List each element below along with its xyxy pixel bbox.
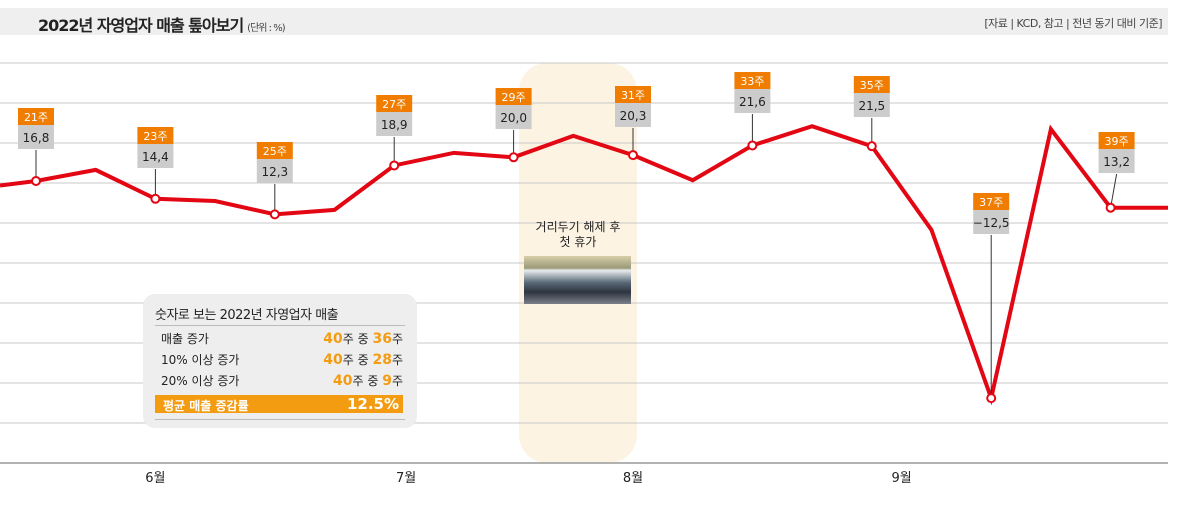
- source-note: [자료 | KCD, 참고 | 전년 동기 대비 기준]: [984, 17, 1162, 30]
- leader-line: [1110, 173, 1118, 208]
- value-label: 21,5: [858, 99, 885, 113]
- value-label-box: [18, 125, 54, 149]
- divider: [155, 325, 405, 326]
- unit-label: (단위 : %): [247, 23, 285, 34]
- value-label: 14,4: [142, 150, 169, 164]
- value-label-box: [376, 112, 413, 136]
- row-label: 매출 증가: [161, 332, 209, 346]
- value-label-box: [734, 89, 771, 113]
- data-point: [1105, 202, 1116, 213]
- month-tick-label: 7월: [396, 471, 417, 486]
- week-label-box: [18, 108, 54, 125]
- week-label-box: [853, 76, 890, 93]
- data-point: [389, 160, 400, 171]
- avg-value: 12.5%: [346, 395, 399, 413]
- value-label-box: [615, 103, 651, 127]
- summary-title: 숫자로 보는 2022년 자영업자 매출: [155, 308, 339, 323]
- week-label: 27주: [382, 98, 406, 111]
- row-label: 10% 이상 증가: [161, 353, 240, 367]
- header-bar: 2022년 자영업자 매출 톺아보기 (단위 : %) [자료 | KCD, 참고…: [0, 8, 1168, 35]
- week-label: 21주: [24, 111, 48, 124]
- week-label-box: [256, 142, 293, 159]
- series-line: [0, 124, 1168, 406]
- data-point: [508, 152, 519, 163]
- title-text: 2022년 자영업자 매출 톺아보기: [38, 16, 244, 35]
- month-tick-label: 8월: [622, 471, 644, 486]
- week-label-box: [973, 193, 1010, 210]
- data-point: [31, 176, 41, 187]
- average-bar: 평균 매출 증감률 12.5%: [155, 395, 403, 413]
- week-label: 35주: [860, 79, 884, 92]
- week-label: 23주: [143, 130, 167, 143]
- week-label-box: [495, 88, 532, 105]
- summary-row: 10% 이상 증가 40주 중 28주: [161, 351, 403, 369]
- summary-row: 20% 이상 증가 40주 중 9주: [161, 372, 403, 390]
- week-label-box: [734, 72, 771, 89]
- data-point: [150, 193, 161, 204]
- value-label: 21,6: [739, 95, 766, 109]
- caption-line2: 첫 휴가: [559, 235, 597, 249]
- avg-label: 평균 매출 증감률: [163, 399, 249, 413]
- month-tick-label: 6월: [145, 471, 166, 486]
- summary-box: 숫자로 보는 2022년 자영업자 매출 매출 증가 40주 중 36주 10% …: [143, 294, 417, 428]
- value-label: 20,3: [620, 109, 647, 123]
- row-label: 20% 이상 증가: [161, 374, 240, 388]
- week-label: 37주: [979, 196, 1003, 209]
- week-label-box: [137, 127, 174, 144]
- crowd-photo-image: [524, 256, 631, 304]
- data-point: [269, 209, 280, 220]
- caption-line1: 거리두기 해제 후: [535, 220, 621, 234]
- week-label-box: [615, 86, 651, 103]
- value-label-box: [853, 93, 890, 117]
- chart-title: 2022년 자영업자 매출 톺아보기 (단위 : %): [38, 12, 286, 36]
- value-label: 20,0: [500, 111, 527, 125]
- value-label-box: [973, 210, 1010, 234]
- row-value: 40주 중 9주: [333, 373, 403, 389]
- data-point: [747, 140, 758, 151]
- week-label: 25주: [263, 145, 287, 158]
- data-point: [866, 141, 877, 152]
- data-point: [986, 393, 997, 404]
- week-label-box: [1098, 132, 1135, 149]
- value-label-box: [495, 105, 532, 129]
- month-tick-label: 9월: [891, 471, 912, 486]
- value-label: 16,8: [23, 131, 50, 145]
- week-label: 29주: [502, 91, 526, 104]
- value-label-box: [1098, 149, 1135, 173]
- divider: [155, 419, 405, 420]
- week-label: 39주: [1105, 135, 1129, 148]
- row-value: 40주 중 28주: [323, 352, 403, 368]
- value-label: −12,5: [973, 216, 1010, 230]
- data-point: [628, 150, 638, 161]
- value-label-box: [137, 144, 174, 168]
- week-label-box: [376, 95, 413, 112]
- row-value: 40주 중 36주: [323, 331, 403, 347]
- value-label: 13,2: [1103, 155, 1130, 169]
- value-label-box: [256, 159, 293, 183]
- summary-row: 매출 증가 40주 중 36주: [161, 330, 403, 348]
- week-label: 33주: [740, 75, 764, 88]
- week-label: 31주: [621, 89, 645, 102]
- value-label: 12,3: [261, 165, 288, 179]
- value-label: 18,9: [381, 118, 408, 132]
